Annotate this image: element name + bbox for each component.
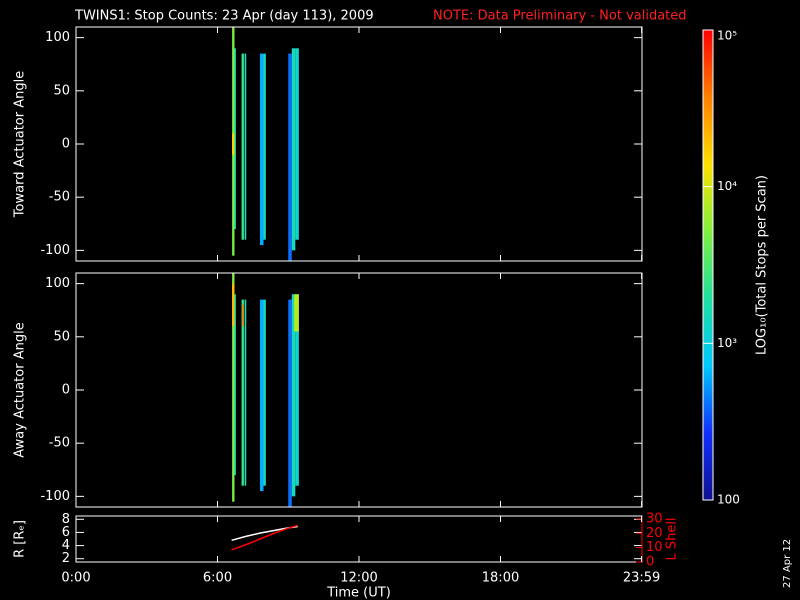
y2-tick-label: 20	[646, 526, 663, 541]
heatmap-cell	[242, 304, 244, 327]
panel	[231, 524, 298, 551]
colorbar	[702, 29, 714, 501]
y2-tick-label: 30	[646, 511, 663, 526]
title: TWINS1: Stop Counts: 23 Apr (day 113), 2…	[74, 9, 374, 24]
y2-tick-label: 10	[646, 540, 663, 555]
colorbar-label: LOG₁₀(Total Stops per Scan)	[755, 175, 770, 355]
heatmap-cell	[259, 299, 264, 492]
panel	[232, 27, 299, 261]
y-tick-label: 6	[62, 525, 70, 540]
y-tick-label: 100	[45, 30, 70, 45]
colorbar-tick-label: 10⁵	[717, 29, 737, 43]
colorbar-tick-label: 10³	[717, 336, 737, 350]
heatmap-cell	[232, 273, 235, 502]
heatmap-cell	[232, 283, 235, 327]
x-tick-label: 18:00	[482, 571, 519, 586]
y-tick-label: -50	[49, 436, 70, 451]
heatmap-cell	[241, 299, 244, 486]
heatmap-cell	[241, 53, 244, 240]
heatmap-cell	[291, 48, 296, 251]
heatmap-cell	[234, 294, 236, 476]
panel	[232, 273, 299, 507]
y-tick-label: 4	[62, 538, 70, 553]
heatmap-cell	[244, 299, 247, 486]
y-tick-label: 50	[53, 329, 70, 344]
heatmap-cell	[288, 53, 292, 261]
y-label: Away Actuator Angle	[13, 322, 28, 457]
y2-tick-label: 0	[646, 555, 654, 570]
y2-label: L Shell	[665, 517, 680, 560]
x-tick-label: 0:00	[61, 571, 90, 586]
x-tick-label: 12:00	[340, 571, 377, 586]
heatmap-cell	[259, 53, 264, 246]
heatmap-cell	[294, 294, 299, 332]
heatmap-cell	[295, 48, 299, 240]
y-tick-label: 0	[62, 137, 70, 152]
y-tick-label: 0	[62, 383, 70, 398]
date-stamp: 27 Apr 12	[782, 539, 793, 588]
x-label: Time (UT)	[326, 586, 391, 600]
colorbar-tick-label: 100	[717, 493, 740, 507]
y-tick-label: 50	[53, 83, 70, 98]
x-tick-label: 23:59	[623, 571, 660, 586]
y-tick-label: 8	[62, 512, 70, 527]
heatmap-cell	[232, 133, 235, 155]
y-tick-label: -50	[49, 190, 70, 205]
heatmap-cell	[295, 294, 299, 486]
heatmap-cell	[234, 48, 236, 230]
y-tick-label: -100	[40, 489, 70, 504]
heatmap-cell	[263, 299, 266, 486]
y-label: R [Rₑ]	[13, 520, 28, 558]
note: NOTE: Data Preliminary - Not validated	[433, 9, 687, 24]
heatmap-cell	[263, 53, 266, 240]
y-label: Toward Actuator Angle	[13, 71, 28, 218]
colorbar-tick-label: 10⁴	[717, 179, 737, 193]
heatmap-cell	[291, 294, 296, 497]
y-tick-label: -100	[40, 243, 70, 258]
y-tick-label: 100	[45, 276, 70, 291]
heatmap-cell	[288, 299, 292, 507]
x-tick-label: 6:00	[203, 571, 232, 586]
heatmap-cell	[244, 53, 247, 240]
line-series	[231, 524, 298, 551]
y-tick-label: 2	[62, 551, 70, 566]
